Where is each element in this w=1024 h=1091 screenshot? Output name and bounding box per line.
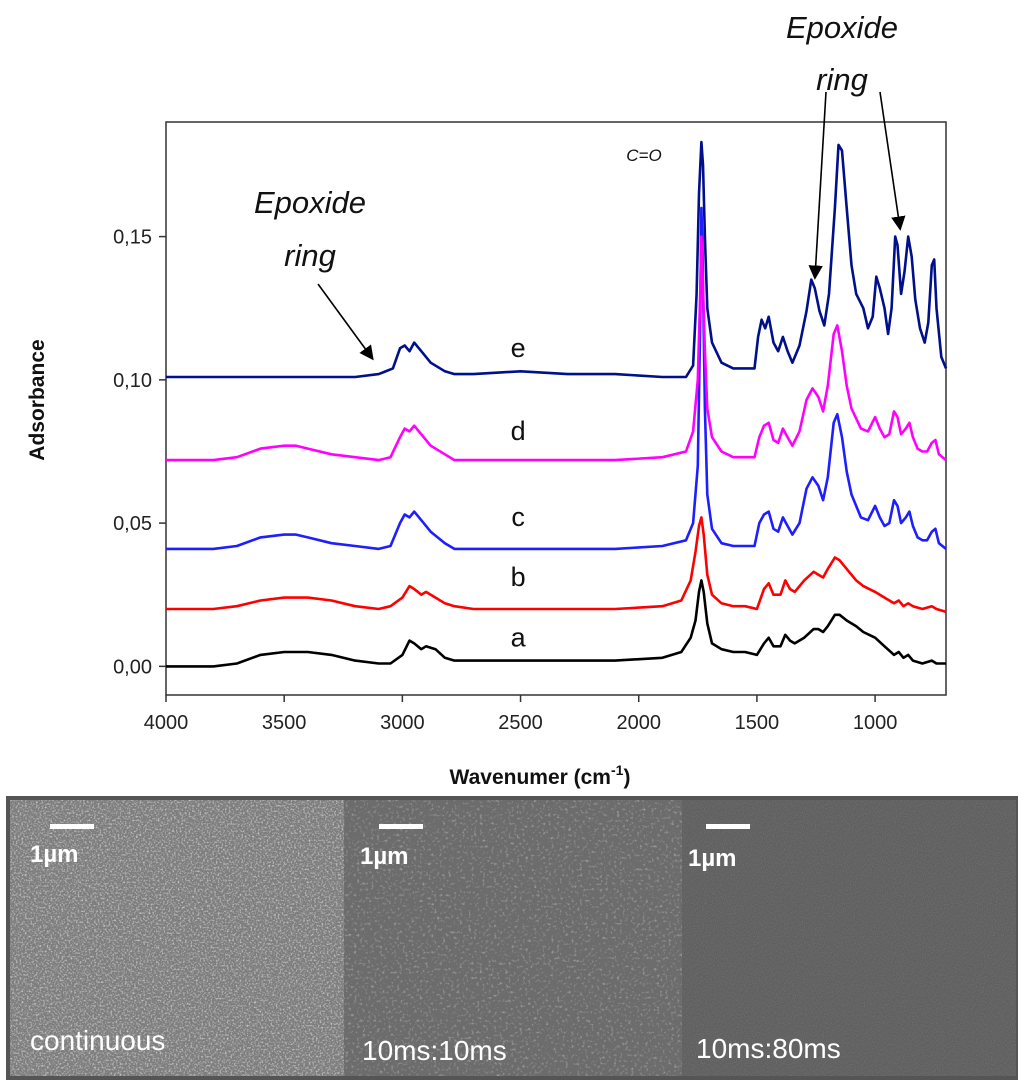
series-line-b <box>166 516 947 614</box>
x-axis-ticks: 4000 3500 3000 2500 2000 1500 1000 <box>144 695 898 734</box>
x-tick-label: 1500 <box>735 712 780 734</box>
series-line-a <box>166 579 946 668</box>
y-tick-label: 0,15 <box>113 227 152 249</box>
annotation-epoxide-left-line1: Epoxide <box>254 185 366 220</box>
series-line-c <box>166 206 947 551</box>
x-tick-label: 3000 <box>380 712 425 734</box>
y-axis-ticks: 0,00 0,05 0,10 0,15 <box>113 227 166 678</box>
scale-label: 1µm <box>688 845 737 872</box>
annotation-carbonyl: C=O <box>626 146 661 165</box>
x-axis-title: Wavenumer (cm-1) <box>450 762 631 789</box>
scale-bar <box>379 824 423 829</box>
annotation-epoxide-right-arrow-2 <box>879 91 906 231</box>
annotation-epoxide-right-line1: Epoxide <box>786 10 898 45</box>
condition-label: 10ms:10ms <box>362 1035 507 1066</box>
series-label-b: b <box>511 562 526 592</box>
annotation-epoxide-right-line2: ring <box>816 62 868 97</box>
micrograph-strip: 1µm continuous 1µm 10ms:10ms 1µm 10ms:80… <box>6 796 1018 1080</box>
micrograph-10ms-10ms: 1µm 10ms:10ms <box>344 800 682 1076</box>
scale-label: 1µm <box>30 841 79 868</box>
series-label-d: d <box>511 416 526 446</box>
micrograph-continuous: 1µm continuous <box>10 800 344 1076</box>
micrograph-10ms-80ms: 1µm 10ms:80ms <box>682 800 1016 1076</box>
annotation-epoxide-left-arrow <box>317 283 374 361</box>
series-label-a: a <box>511 622 527 652</box>
series-lines <box>166 140 948 668</box>
condition-label: 10ms:80ms <box>696 1033 841 1064</box>
condition-label: continuous <box>30 1025 165 1056</box>
scale-bar <box>50 824 94 829</box>
y-axis-title: Adsorbance <box>26 339 49 460</box>
series-labels: abc d e <box>511 333 527 652</box>
plot-frame <box>165 121 947 696</box>
annotation-epoxide-left-line2: ring <box>284 238 336 273</box>
series-label-c: c <box>511 502 525 532</box>
series-line-d <box>166 235 947 462</box>
series-line-e <box>166 140 948 379</box>
y-tick-label: 0,10 <box>113 370 152 392</box>
scale-bar <box>706 824 750 829</box>
y-tick-label: 0,05 <box>113 513 152 535</box>
annotation-epoxide-right-arrow-1 <box>808 91 827 280</box>
scale-label: 1µm <box>360 843 409 870</box>
y-tick-label: 0,00 <box>113 656 152 678</box>
x-tick-label: 3500 <box>262 712 307 734</box>
x-tick-label: 2000 <box>616 712 661 734</box>
x-tick-label: 1000 <box>853 712 898 734</box>
x-tick-label: 2500 <box>498 712 543 734</box>
x-tick-label: 4000 <box>144 712 189 734</box>
series-label-e: e <box>511 333 526 363</box>
